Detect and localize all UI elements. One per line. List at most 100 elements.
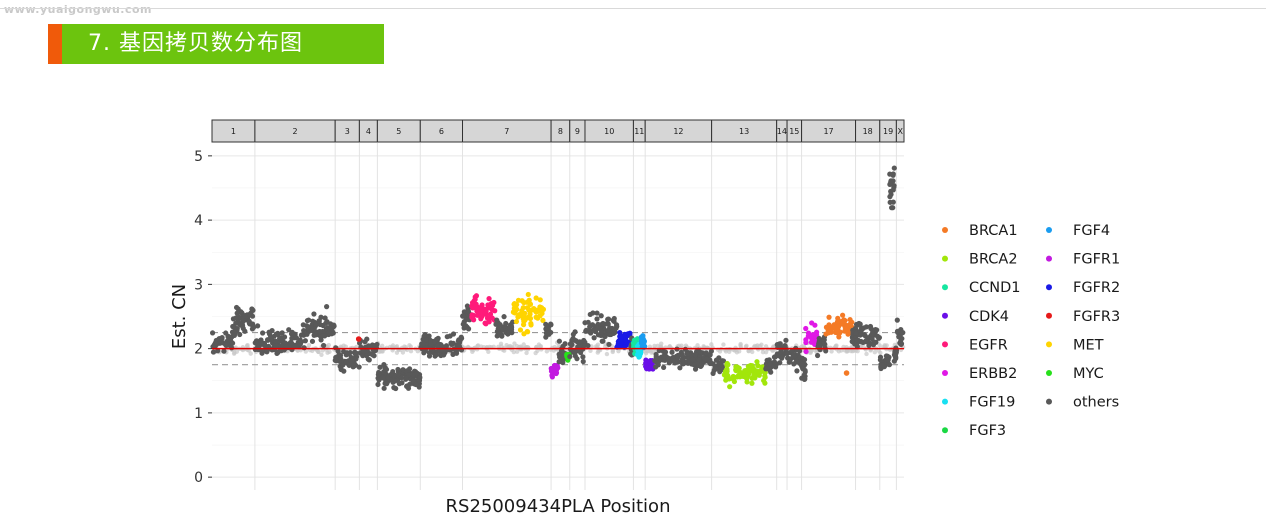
data-point [748, 362, 754, 369]
data-point [395, 366, 401, 373]
data-point [512, 310, 518, 316]
data-point [849, 319, 855, 325]
baseline-point [511, 349, 517, 355]
data-point [363, 353, 370, 359]
data-point [598, 313, 604, 319]
data-point [537, 297, 543, 303]
data-point [606, 341, 612, 348]
baseline-point [836, 349, 842, 354]
data-point [734, 364, 741, 370]
data-point [545, 325, 551, 331]
data-point [594, 310, 600, 316]
data-point [623, 338, 629, 344]
data-point [696, 357, 703, 363]
data-point [796, 348, 803, 354]
data-point [816, 335, 822, 342]
chromosome-label: 12 [673, 127, 683, 136]
chromosome-label: 19 [883, 127, 893, 136]
x-axis-title: RS25009434PLA Position [446, 496, 671, 517]
data-point [874, 333, 881, 339]
data-point [894, 317, 900, 323]
data-point [229, 340, 236, 346]
legend-item: BRCA1 [942, 223, 1018, 239]
data-point [479, 313, 485, 320]
data-point [589, 322, 596, 328]
data-point [890, 172, 896, 178]
data-point [782, 343, 788, 349]
data-point [581, 337, 587, 344]
data-point [767, 360, 773, 367]
data-point [388, 371, 394, 377]
y-tick-label: 2 [194, 342, 203, 358]
data-point [690, 356, 696, 363]
legend-item: FGFR3 [1046, 309, 1120, 325]
data-point [268, 334, 274, 340]
data-point [585, 319, 591, 325]
data-point [352, 362, 359, 368]
data-point [449, 340, 456, 347]
data-point [258, 340, 264, 346]
legend-item: FGF3 [942, 423, 1006, 439]
data-point [416, 377, 423, 384]
data-points [209, 165, 906, 392]
y-tick-label: 0 [194, 470, 203, 486]
data-point [653, 364, 659, 370]
data-point [562, 341, 568, 347]
baseline-point [310, 348, 315, 354]
outlier-point [843, 370, 850, 376]
data-point [453, 350, 460, 356]
data-point [404, 383, 410, 389]
data-point [890, 205, 896, 211]
data-point [778, 349, 784, 355]
chromosome-strip [895, 119, 905, 143]
data-point [350, 356, 356, 362]
chromosome-label: X [897, 127, 903, 136]
data-point [272, 338, 279, 344]
baseline-point [303, 349, 308, 354]
data-point [754, 359, 760, 365]
data-point [787, 357, 793, 364]
data-point [863, 324, 869, 330]
data-point [311, 311, 317, 317]
legend-item: MYC [1046, 366, 1104, 382]
data-point [727, 384, 733, 390]
legend: BRCA1 BRCA2 CCND1 CDK4 EGFR ERBB2 FGF19 FGF3 FGF… [942, 223, 1120, 439]
baseline-point [610, 349, 615, 355]
data-point [464, 303, 470, 309]
data-point [533, 295, 539, 301]
data-point [592, 327, 598, 333]
data-point [720, 358, 727, 364]
data-point [553, 370, 559, 377]
data-point [426, 350, 432, 356]
data-point [887, 194, 893, 200]
baseline-point [544, 349, 550, 354]
data-point [581, 343, 587, 349]
data-point [259, 350, 265, 356]
data-point [324, 304, 330, 310]
y-tick-label: 3 [194, 277, 203, 293]
baseline-point [394, 350, 400, 355]
data-point [229, 345, 235, 351]
data-point [885, 357, 891, 363]
data-point [221, 348, 227, 354]
data-point [513, 318, 520, 325]
data-point [345, 351, 352, 357]
data-point [213, 339, 219, 346]
chromosome-label: 4 [366, 127, 371, 136]
data-point [602, 333, 608, 340]
legend-label: BRCA1 [969, 223, 1018, 239]
data-point [835, 323, 842, 329]
data-point [463, 317, 469, 323]
chromosome-label: 15 [789, 127, 799, 136]
data-point [276, 335, 283, 342]
baseline-point [407, 343, 412, 348]
data-point [866, 342, 872, 349]
legend-swatch [1046, 398, 1052, 405]
data-point [877, 354, 884, 360]
data-point [862, 333, 868, 339]
data-point [642, 343, 648, 349]
data-point [483, 308, 489, 314]
data-point [223, 330, 229, 336]
data-point [871, 339, 877, 345]
data-point [814, 352, 821, 359]
